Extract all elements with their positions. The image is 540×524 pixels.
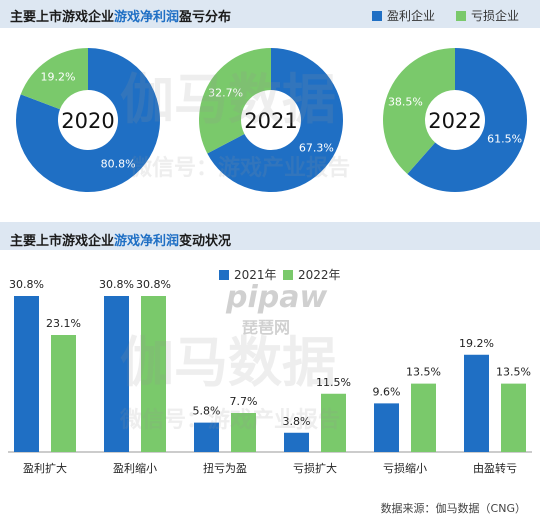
bar-category-label: 亏损缩小	[383, 461, 427, 475]
donut-label-profit: 67.3%	[299, 141, 334, 154]
donut-slice-loss	[383, 48, 455, 175]
bar-2021	[464, 354, 489, 452]
bar-value-2021: 9.6%	[373, 385, 401, 398]
bar-2022	[51, 335, 76, 452]
bottom-header-band: 主要上市游戏企业游戏净利润变动状况	[0, 222, 540, 250]
top-header-band: 主要上市游戏企业游戏净利润盈亏分布 盈利企业 亏损企业	[0, 0, 540, 28]
bar-2021	[374, 403, 399, 452]
donut-slice-profit	[207, 48, 344, 193]
bar-value-2022: 7.7%	[230, 395, 258, 408]
bar-value-2021: 19.2%	[459, 337, 494, 350]
donut-label-loss: 19.2%	[40, 70, 75, 83]
bar-category-label: 盈利扩大	[23, 461, 67, 475]
donut-label-profit: 61.5%	[487, 133, 522, 146]
bar-category-label: 亏损扩大	[293, 461, 337, 475]
bar-category-label: 由盈转亏	[473, 461, 517, 475]
data-source: 数据来源：伽马数据（CNG）	[380, 502, 526, 515]
legend-swatch-profit	[372, 10, 382, 21]
donut-label-loss: 32.7%	[208, 87, 243, 100]
bar-value-2022: 23.1%	[46, 317, 81, 330]
donut-year-label: 2020	[61, 109, 114, 133]
bar-2021	[14, 296, 39, 452]
bar-category-label: 盈利缩小	[113, 462, 157, 475]
legend-swatch-2021	[219, 269, 229, 280]
bar-2021	[194, 422, 219, 452]
top-legend-loss: 亏损企业	[456, 7, 519, 24]
bar-value-2021: 5.8%	[193, 405, 221, 418]
bar-value-2021: 30.8%	[9, 280, 44, 291]
donut-slice-loss	[20, 48, 88, 110]
bar-2021	[284, 432, 309, 452]
bar-2022	[501, 383, 526, 452]
bar-value-2022: 11.5%	[316, 376, 351, 389]
donut-slice-profit	[407, 48, 527, 192]
bar-2021	[104, 296, 129, 452]
bar-value-2022: 13.5%	[496, 366, 531, 379]
donut-year-label: 2022	[428, 109, 481, 133]
bar-value-2022: 30.8%	[136, 280, 171, 291]
bar-2022	[411, 383, 436, 452]
bar-value-2022: 13.5%	[406, 366, 441, 379]
bar-value-2021: 30.8%	[99, 280, 134, 291]
donut-label-loss: 38.5%	[388, 95, 423, 108]
donut-charts: 80.8% 19.2% 2020 67.3% 32.7%2021 61.5% 38.5% 20…	[15, 48, 527, 193]
bar-category-label: 扭亏为盈	[203, 461, 247, 475]
bar-legend-2022: 2022年	[283, 266, 341, 283]
bar-2022	[231, 413, 256, 452]
top-legend-profit: 盈利企业	[372, 7, 435, 24]
top-chart-title: 主要上市游戏企业游戏净利润盈亏分布	[10, 10, 232, 25]
donut-slice-profit	[15, 48, 160, 193]
donut-slice-loss	[199, 48, 271, 154]
legend-swatch-loss	[456, 10, 466, 21]
donut-label-profit: 80.8%	[101, 158, 136, 171]
bar-2022	[321, 393, 346, 452]
bar-2022	[141, 296, 166, 452]
bar-value-2021: 3.8%	[283, 415, 311, 428]
bottom-chart-title: 主要上市游戏企业游戏净利润变动状况	[10, 234, 232, 249]
donut-year-label: 2021	[244, 109, 297, 133]
bar-legend-2021: 2021年	[219, 266, 277, 283]
legend-swatch-2022	[283, 269, 293, 280]
